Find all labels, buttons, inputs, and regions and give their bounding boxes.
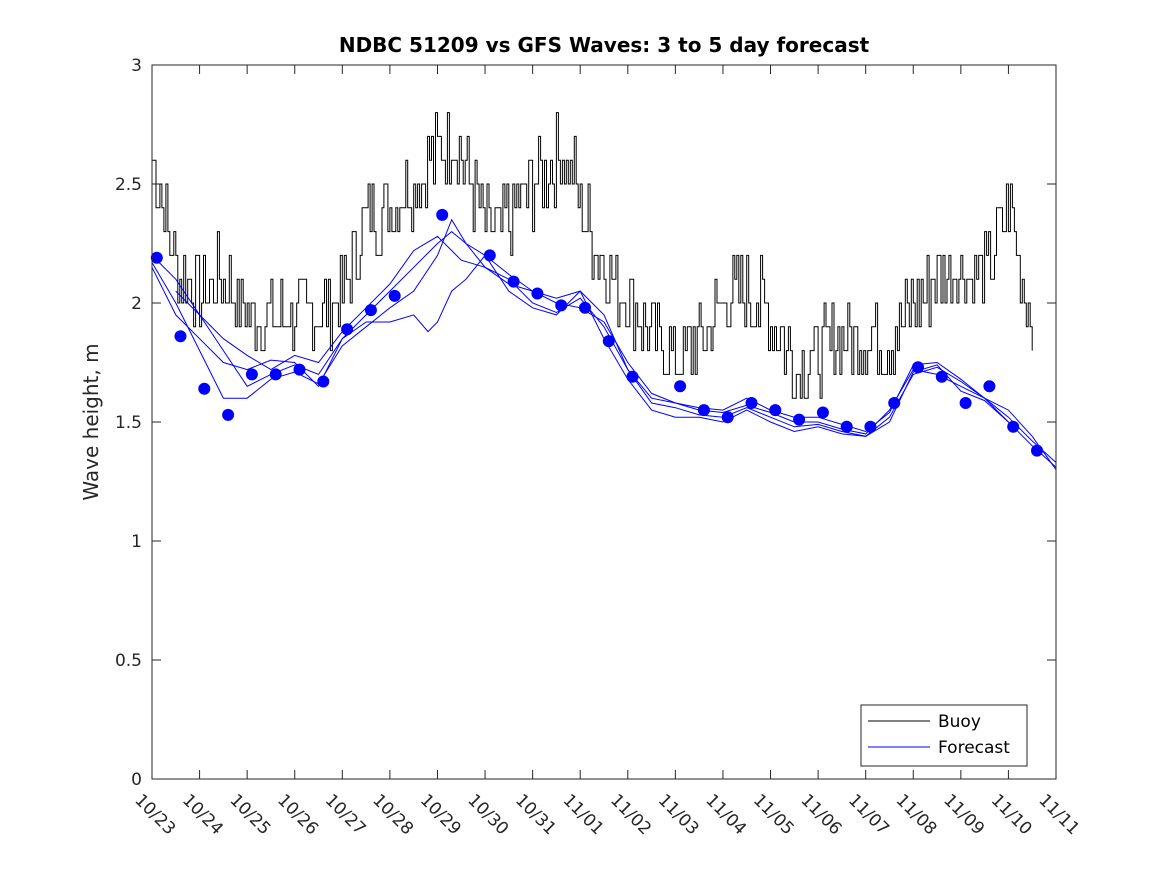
legend-box — [860, 704, 1028, 767]
forecast-marker — [769, 404, 782, 417]
y-tick-label: 3 — [131, 56, 142, 76]
forecast-marker — [198, 382, 211, 395]
forecast-marker — [245, 368, 258, 381]
forecast-marker — [602, 335, 615, 348]
forecast-marker — [341, 323, 354, 336]
forecast-marker — [436, 208, 449, 221]
forecast-marker — [626, 370, 639, 383]
forecast-marker — [793, 413, 806, 426]
forecast-marker — [983, 380, 996, 393]
forecast-marker — [888, 397, 901, 409]
y-axis-label: Wave height, m — [79, 343, 103, 500]
y-tick-label: 2 — [131, 294, 142, 314]
y-tick-label: 2.5 — [115, 175, 142, 195]
forecast-marker — [745, 397, 758, 409]
y-tick-label: 1.5 — [115, 413, 142, 433]
y-tick-label: 0.5 — [115, 651, 142, 671]
forecast-marker — [697, 404, 710, 417]
forecast-marker — [1031, 444, 1043, 457]
forecast-marker — [483, 249, 496, 262]
plot-frame — [151, 64, 1057, 780]
forecast-marker — [317, 375, 330, 388]
legend: Buoy Forecast — [860, 704, 1028, 767]
buoy-line — [152, 112, 1033, 399]
legend-buoy-label: Buoy — [938, 712, 981, 732]
forecast-marker — [816, 406, 829, 419]
plot-area — [152, 65, 1056, 779]
chart-title: NDBC 51209 vs GFS Waves: 3 to 5 day fore… — [339, 33, 870, 57]
forecast-marker — [721, 411, 734, 424]
forecast-marker — [555, 299, 568, 312]
forecast-marker — [674, 380, 687, 393]
forecast-marker — [864, 420, 877, 433]
forecast-marker — [174, 330, 187, 343]
forecast-marker — [840, 420, 853, 433]
forecast-marker — [222, 408, 235, 421]
forecast-marker — [293, 363, 306, 376]
forecast-marker — [364, 304, 377, 317]
forecast-marker — [150, 251, 163, 264]
buoy-series — [152, 112, 1033, 399]
forecast-marker — [935, 370, 948, 383]
y-tick-label: 1 — [131, 532, 142, 552]
forecast-markers — [150, 208, 1043, 457]
forecast-marker — [579, 301, 591, 314]
forecast-marker — [388, 289, 401, 302]
forecast-marker — [959, 397, 972, 409]
forecast-marker — [912, 361, 924, 374]
forecast-marker — [507, 275, 520, 288]
forecast-marker — [269, 368, 282, 381]
forecast-marker — [1007, 420, 1020, 433]
forecast-marker — [531, 287, 544, 300]
forecast-line — [151, 218, 1057, 468]
y-tick-label: 0 — [131, 770, 142, 790]
legend-forecast-label: Forecast — [938, 738, 1010, 758]
